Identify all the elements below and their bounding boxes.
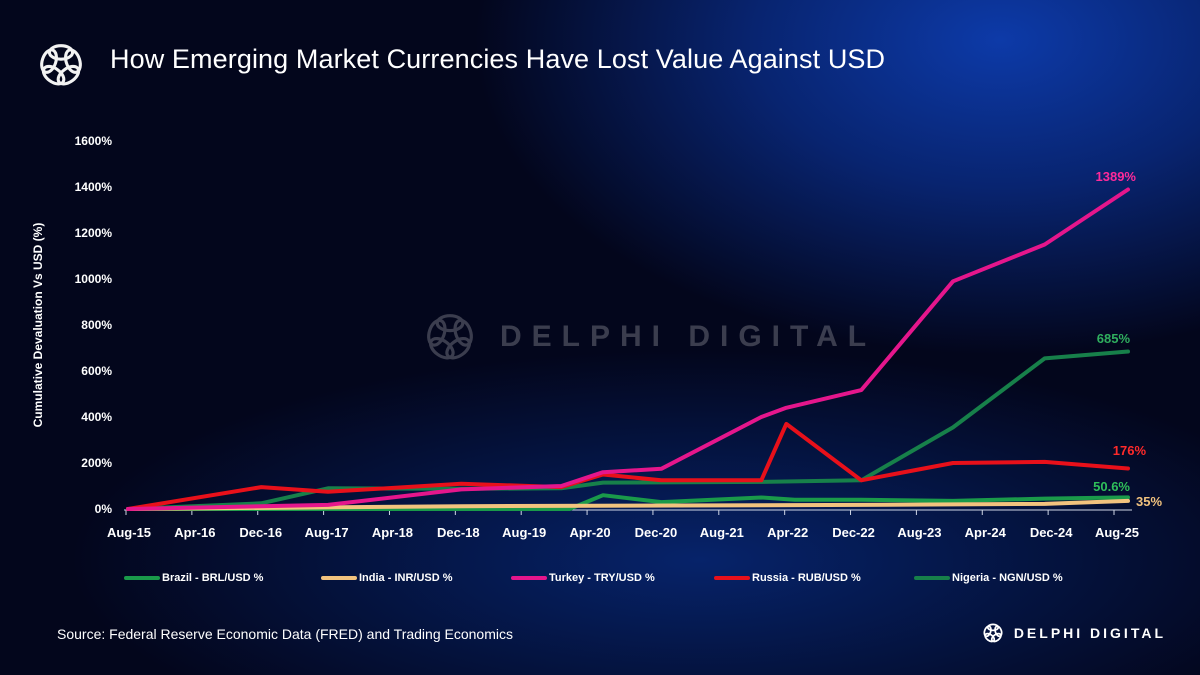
legend: Brazil - BRL/USD % India - INR/USD % Turke… [124,572,1124,586]
y-tick-label: 1000% [75,272,113,286]
page-title: How Emerging Market Currencies Have Lost… [110,44,886,74]
legend-swatch [914,576,950,580]
legend-label: Nigeria - NGN/USD % [952,572,1063,584]
legend-swatch [714,576,750,580]
x-tick-label: Apr-20 [569,525,610,540]
x-tick-label: Dec-18 [437,525,480,540]
series-line-russia [126,421,1130,511]
data-label-nigeria: 685% [1097,331,1131,346]
y-tick-label: 1200% [75,226,113,240]
brand-logo: DELPHI DIGITAL [980,620,1166,646]
legend-label: India - INR/USD % [359,572,453,584]
brand-knot-icon [983,623,1003,643]
x-tick-label: Aug-23 [897,525,941,540]
watermark: DELPHI DIGITAL [418,305,876,369]
x-tick-label: Dec-20 [635,525,678,540]
x-tick-label: Apr-16 [174,525,215,540]
legend-item: Russia - RUB/USD % [714,572,861,584]
legend-swatch [321,576,357,580]
x-tick-label: Dec-22 [832,525,875,540]
legend-item: Turkey - TRY/USD % [511,572,655,584]
series-line-nigeria [126,349,1130,511]
x-tick-label: Aug-17 [305,525,349,540]
watermark-logo-icon [427,314,473,360]
legend-label: Brazil - BRL/USD % [162,572,264,584]
y-tick-label: 600% [81,364,112,378]
delphi-knot-logo-icon [40,44,82,86]
legend-label: Russia - RUB/USD % [752,572,861,584]
series-line-turkey [126,187,1130,511]
x-tick-label: Aug-19 [502,525,546,540]
data-label-turkey: 1389% [1096,169,1137,184]
x-tick-label: Aug-25 [1095,525,1139,540]
x-tick-label: Apr-18 [372,525,413,540]
y-tick-label: 200% [81,456,112,470]
legend-swatch [124,576,160,580]
data-label-india: 35% [1136,494,1162,509]
y-tick-label: 400% [81,410,112,424]
x-tick-label: Dec-16 [239,525,282,540]
x-tick-label: Apr-22 [767,525,808,540]
y-tick-label: 1400% [75,180,113,194]
data-label-russia: 176% [1113,443,1147,458]
legend-item: India - INR/USD % [321,572,453,584]
x-tick-label: Apr-24 [965,525,1007,540]
x-tick-label: Aug-15 [107,525,151,540]
y-tick-label: 1600% [75,134,113,148]
legend-swatch [511,576,547,580]
x-tick-label: Aug-21 [700,525,744,540]
brand-text: DELPHI DIGITAL [1013,625,1166,641]
y-tick-label: 0% [95,502,113,516]
source-note: Source: Federal Reserve Economic Data (F… [57,626,513,642]
data-label-brazil: 50.6% [1093,479,1130,494]
series-line-india [126,498,1130,511]
legend-label: Turkey - TRY/USD % [549,572,655,584]
y-axis-label: Cumulative Devaluation Vs USD (%) [31,223,45,428]
legend-item: Brazil - BRL/USD % [124,572,263,584]
series-line-brazil [126,493,1130,511]
watermark-text: DELPHI DIGITAL [500,320,877,353]
legend-item: Nigeria - NGN/USD % [914,572,1063,584]
x-tick-label: Dec-24 [1030,525,1073,540]
y-tick-label: 800% [81,318,112,332]
